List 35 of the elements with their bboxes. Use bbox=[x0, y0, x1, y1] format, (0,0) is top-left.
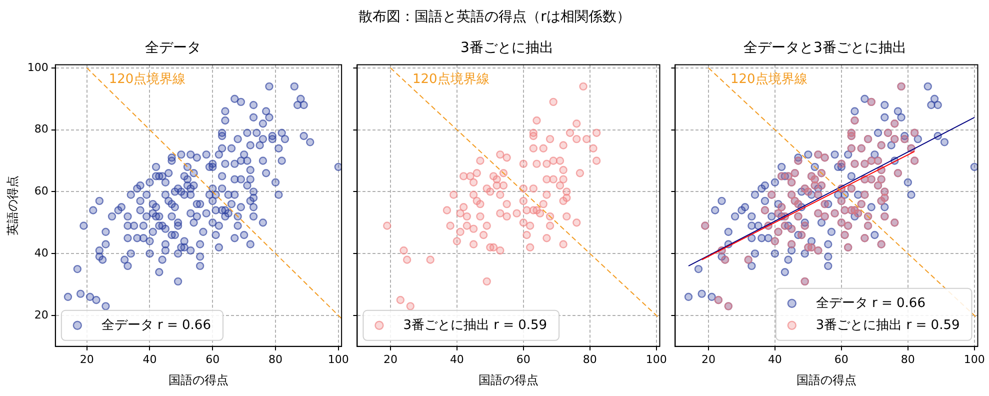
x-tick-label: 40 bbox=[768, 352, 782, 366]
x-tick-label: 40 bbox=[450, 352, 464, 366]
legend-label: 3番ごとに抽出 r = 0.59 bbox=[816, 318, 960, 333]
text: 散布図：国語と英語の得点（rは相関係数） bbox=[358, 8, 632, 26]
x-tick-label: 80 bbox=[900, 352, 915, 366]
chart-title: 全データと3番ごとに抽出 bbox=[744, 40, 906, 56]
series-label: 120点境界線 bbox=[108, 70, 186, 87]
x-tick-label: 40 bbox=[142, 352, 157, 366]
y-tick-label: 100 bbox=[27, 60, 48, 74]
x-tick-label: 60 bbox=[206, 352, 220, 366]
x-tick-label: 100 bbox=[646, 352, 667, 366]
x-tick-label: 80 bbox=[268, 352, 283, 366]
x-tick-label: 80 bbox=[582, 352, 597, 366]
x-axis-title: 国語の得点 bbox=[796, 372, 856, 387]
x-tick-label: 20 bbox=[80, 352, 94, 366]
x-tick-label: 100 bbox=[964, 352, 985, 366]
legend-label: 全データ r = 0.66 bbox=[101, 318, 211, 333]
x-axis-title: 国語の得点 bbox=[478, 372, 538, 387]
y-tick-label: 80 bbox=[34, 122, 48, 136]
x-tick-label: 60 bbox=[834, 352, 848, 366]
y-tick-label: 60 bbox=[34, 184, 48, 198]
chart-title: 全データ bbox=[145, 40, 201, 56]
chart-title: 3番ごとに抽出 bbox=[460, 40, 554, 56]
y-axis-title: 英語の得点 bbox=[5, 176, 20, 236]
series-label: 120点境界線 bbox=[412, 70, 490, 87]
x-tick-label: 20 bbox=[383, 352, 398, 366]
y-tick-label: 20 bbox=[34, 308, 48, 322]
x-tick-label: 20 bbox=[701, 352, 716, 366]
legend-label: 全データ r = 0.66 bbox=[816, 296, 926, 311]
x-axis-title: 国語の得点 bbox=[168, 372, 228, 387]
legend-label: 3番ごとに抽出 r = 0.59 bbox=[403, 318, 548, 333]
x-tick-label: 60 bbox=[516, 352, 530, 366]
y-tick-label: 40 bbox=[34, 246, 48, 260]
series-label: 120点境界線 bbox=[730, 70, 808, 87]
x-tick-label: 100 bbox=[328, 352, 349, 366]
